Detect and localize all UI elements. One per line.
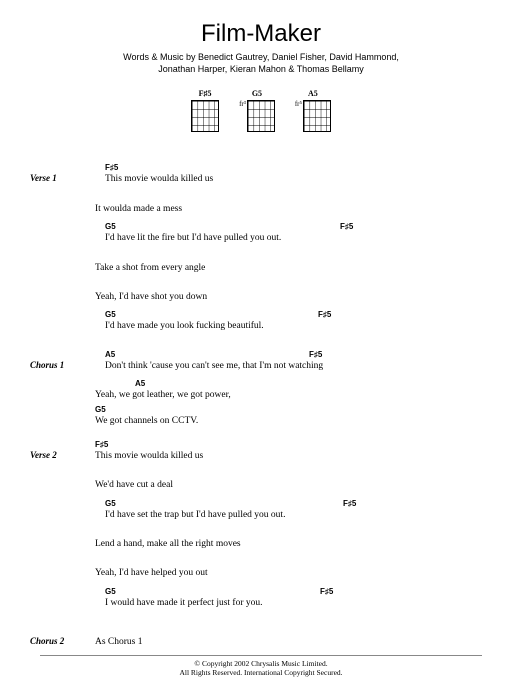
- section-label: Verse 2: [30, 441, 95, 617]
- credits-line-2: Jonathan Harper, Kieran Mahon & Thomas B…: [30, 64, 492, 76]
- chord-grid: [247, 100, 275, 132]
- chord-diagram: G5 fr³: [239, 89, 275, 134]
- lyric-line: We'd have cut a deal: [95, 470, 492, 491]
- section-label: Chorus 1: [30, 351, 95, 431]
- lyric-text: We'd have cut a deal: [95, 480, 173, 490]
- chord-diagrams: F♯5 G5 fr³ A5 fr⁵: [30, 89, 492, 134]
- section-lines: As Chorus 1: [95, 627, 492, 656]
- chord-mark: F♯5: [105, 163, 118, 173]
- lyric-text: It woulda made a mess: [95, 204, 182, 214]
- lyric-text: Take a shot from every angle: [95, 263, 205, 273]
- lyric-text: I would have made it perfect just for yo…: [95, 598, 263, 608]
- section: Chorus 2As Chorus 1: [30, 627, 492, 656]
- copyright-line-1: © Copyright 2002 Chrysalis Music Limited…: [40, 659, 482, 669]
- lyric-line: G5 F♯5 I'd have lit the fire but I'd have …: [95, 223, 492, 244]
- lyric-text: This movie woulda killed us: [95, 451, 203, 461]
- lyric-line: As Chorus 1: [95, 627, 492, 648]
- chord-mark: G5: [105, 499, 116, 509]
- credits-line-1: Words & Music by Benedict Gautrey, Danie…: [30, 52, 492, 64]
- chord-mark: G5: [95, 405, 106, 415]
- lyric-line: G5 F♯5 I'd have set the trap but I'd have …: [95, 500, 492, 521]
- lyric-text: Yeah, we got leather, we got power,: [95, 390, 231, 400]
- lyric-line: Yeah, I'd have shot you down: [95, 282, 492, 303]
- lyric-line: A5 F♯5Don't think 'cause you can't see me…: [95, 351, 492, 372]
- lyric-text: I'd have lit the fire but I'd have pulle…: [95, 233, 281, 243]
- lyric-line: F♯5This movie woulda killed us: [95, 164, 492, 185]
- chord-name: A5: [295, 89, 331, 98]
- fret-label: fr⁵: [295, 100, 302, 108]
- lyric-text: Yeah, I'd have helped you out: [95, 568, 208, 578]
- section-lines: F♯5This movie woulda killed usIt woulda …: [95, 164, 492, 340]
- chord-diagram: A5 fr⁵: [295, 89, 331, 134]
- lyric-line: F♯5This movie woulda killed us: [95, 441, 492, 462]
- lyric-text: Don't think 'cause you can't see me, tha…: [95, 361, 323, 371]
- lyric-text: I'd have set the trap but I'd have pulle…: [95, 510, 285, 520]
- chord-name: G5: [239, 89, 275, 98]
- lyric-line: G5 F♯5 I would have made it perfect just f…: [95, 588, 492, 609]
- song-title: Film-Maker: [30, 20, 492, 48]
- lyric-text: I'd have made you look fucking beautiful…: [95, 321, 264, 331]
- chord-mark: F♯5: [309, 350, 322, 360]
- lyric-line: G5 F♯5 I'd have made you look fucking beau…: [95, 311, 492, 332]
- lyric-text: This movie woulda killed us: [95, 174, 213, 184]
- lyric-line: It woulda made a mess: [95, 194, 492, 215]
- fret-label: fr³: [239, 100, 246, 108]
- chord-grid: [191, 100, 219, 132]
- lyric-line: Lend a hand, make all the right moves: [95, 529, 492, 550]
- section: Verse 2F♯5This movie woulda killed usWe'…: [30, 441, 492, 617]
- lyric-text: Yeah, I'd have shot you down: [95, 292, 207, 302]
- lyric-line: Yeah, I'd have helped you out: [95, 558, 492, 579]
- chord-mark: F♯5: [320, 587, 333, 597]
- lyric-line: A5Yeah, we got leather, we got power,: [95, 380, 492, 401]
- copyright-footer: © Copyright 2002 Chrysalis Music Limited…: [40, 655, 482, 679]
- chord-mark: A5: [135, 379, 145, 389]
- chord-diagram: F♯5: [191, 89, 219, 134]
- section-label: Chorus 2: [30, 627, 95, 656]
- lyric-text: We got channels on CCTV.: [95, 416, 198, 426]
- section: Chorus 1 A5 F♯5Don't think 'cause you can'…: [30, 351, 492, 431]
- credits: Words & Music by Benedict Gautrey, Danie…: [30, 52, 492, 75]
- lyric-text: Lend a hand, make all the right moves: [95, 539, 241, 549]
- section: Verse 1F♯5This movie woulda killed usIt …: [30, 164, 492, 340]
- section-lines: A5 F♯5Don't think 'cause you can't see me…: [95, 351, 492, 431]
- lyrics-content: Verse 1F♯5This movie woulda killed usIt …: [30, 164, 492, 656]
- lyric-line: Take a shot from every angle: [95, 253, 492, 274]
- lyric-line: G5We got channels on CCTV.: [95, 406, 492, 427]
- chord-name: F♯5: [191, 89, 219, 98]
- section-lines: F♯5This movie woulda killed usWe'd have …: [95, 441, 492, 617]
- chord-mark: F♯5: [95, 440, 108, 450]
- chord-mark: G5: [105, 222, 116, 232]
- section-label: Verse 1: [30, 164, 95, 340]
- chord-mark: G5: [105, 587, 116, 597]
- chord-mark: A5: [105, 350, 115, 360]
- lyric-text: As Chorus 1: [95, 637, 143, 647]
- copyright-line-2: All Rights Reserved. International Copyr…: [40, 668, 482, 678]
- chord-mark: G5: [105, 310, 116, 320]
- chord-grid: [303, 100, 331, 132]
- chord-mark: F♯5: [343, 499, 356, 509]
- chord-mark: F♯5: [340, 222, 353, 232]
- chord-mark: F♯5: [318, 310, 331, 320]
